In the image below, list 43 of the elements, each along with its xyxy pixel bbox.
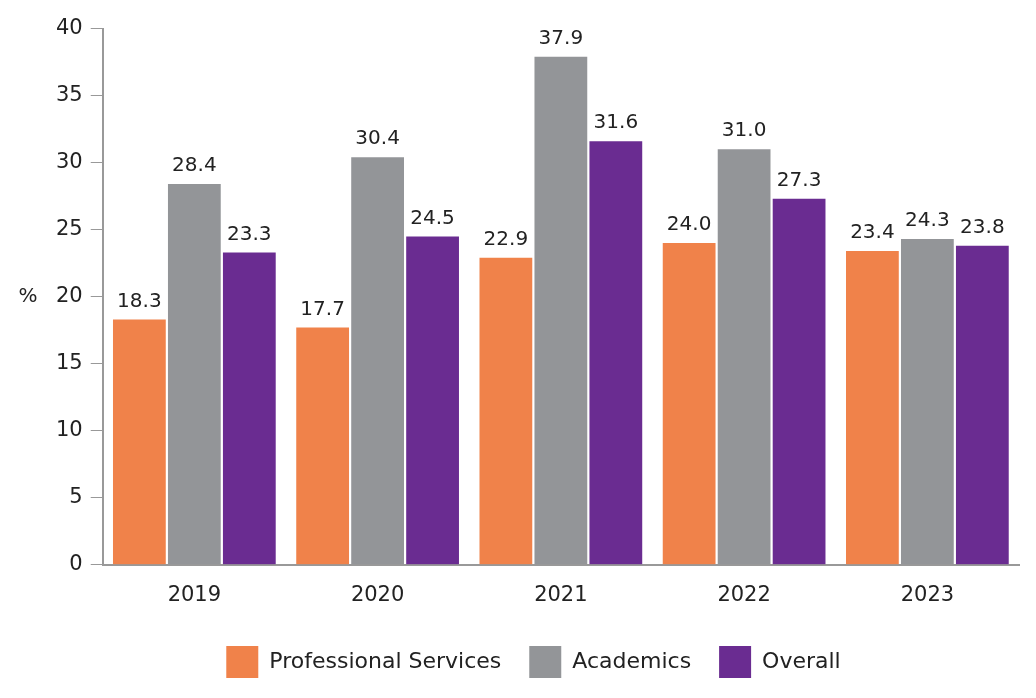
data-label: 24.0 [666, 211, 712, 236]
legend-label: Professional Services [269, 647, 502, 673]
y-tick-label: 15 [55, 350, 83, 375]
data-label: 23.4 [850, 219, 895, 244]
y-tick-label: 20 [55, 283, 83, 308]
data-label: 30.4 [355, 125, 400, 150]
data-label: 31.0 [721, 117, 767, 142]
data-label: 22.9 [483, 226, 529, 251]
y-tick-label: 25 [55, 216, 83, 241]
data-label: 27.3 [776, 167, 822, 192]
bar [955, 245, 1009, 565]
bar [772, 198, 826, 565]
bar [589, 141, 643, 565]
y-tick-label: 35 [55, 82, 83, 107]
data-label: 31.6 [593, 109, 639, 134]
y-axis-title: % [18, 282, 38, 307]
bar [662, 243, 716, 565]
data-label: 28.4 [172, 152, 217, 177]
y-tick-label: 40 [55, 15, 83, 40]
y-tick-label: 0 [69, 551, 83, 576]
x-tick-label: 2022 [717, 581, 771, 606]
y-tick-label: 5 [69, 484, 83, 509]
data-label: 24.3 [905, 207, 950, 232]
data-label: 18.3 [117, 287, 162, 312]
bar [479, 257, 533, 565]
x-tick-label: 2019 [167, 581, 222, 606]
x-tick-label: 2020 [350, 581, 405, 606]
x-tick-label: 2023 [900, 581, 955, 606]
bar [222, 252, 276, 565]
y-tick-label: 10 [55, 417, 83, 442]
legend-label: Academics [572, 647, 692, 673]
data-label: 37.9 [538, 24, 584, 49]
bar [846, 251, 899, 565]
y-tick-label: 30 [55, 149, 83, 174]
bar [296, 327, 350, 565]
bar [406, 236, 459, 565]
data-label: 17.7 [300, 295, 345, 320]
data-label: 23.3 [227, 220, 272, 245]
data-label: 23.8 [960, 213, 1005, 238]
bar [112, 319, 166, 565]
x-tick-label: 2021 [534, 581, 588, 606]
data-label: 24.5 [410, 204, 455, 229]
legend-label: Overall [762, 647, 841, 673]
